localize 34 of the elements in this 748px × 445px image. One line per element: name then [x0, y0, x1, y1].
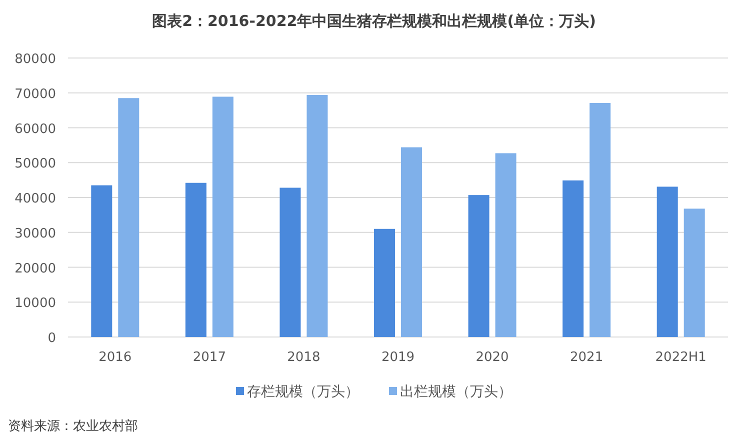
x-tick-label: 2020 [476, 350, 509, 365]
bar [185, 182, 206, 337]
bar [212, 96, 234, 337]
text: 资料来源：农业农村部 [8, 419, 138, 434]
bar [91, 185, 112, 337]
y-tick-label: 50000 [14, 156, 56, 172]
y-tick-label: 30000 [14, 226, 56, 242]
x-tick-label: 2019 [381, 350, 415, 365]
bar [306, 94, 328, 337]
y-tick-label: 0 [48, 331, 56, 346]
y-tick-label: 10000 [14, 296, 56, 312]
x-tick-label: 2022H1 [655, 350, 706, 365]
y-tick-label: 80000 [14, 52, 56, 67]
x-tick-label: 2016 [98, 350, 132, 365]
bar [562, 180, 584, 337]
bar [684, 208, 705, 337]
x-tick-label: 2018 [287, 350, 320, 365]
y-tick-label: 40000 [14, 192, 56, 206]
legend-label: 存栏规模（万头） [247, 384, 359, 400]
bar [374, 228, 395, 337]
bar [401, 147, 422, 337]
y-tick-label: 60000 [14, 122, 56, 137]
bar [495, 153, 516, 337]
chart-title: 图表2：2016-2022年中国生猪存栏规模和出栏规模(单位：万头) [152, 12, 596, 30]
bar [280, 188, 301, 337]
bar [656, 186, 678, 337]
x-tick-label: 2017 [192, 350, 226, 365]
y-tick-label: 20000 [14, 261, 56, 276]
y-tick-label: 70000 [14, 86, 56, 102]
bar [118, 98, 140, 337]
x-tick-label: 2021 [570, 350, 604, 365]
legend-label: 出栏规模（万头） [400, 384, 512, 400]
bar [590, 102, 611, 337]
bar [468, 195, 490, 337]
